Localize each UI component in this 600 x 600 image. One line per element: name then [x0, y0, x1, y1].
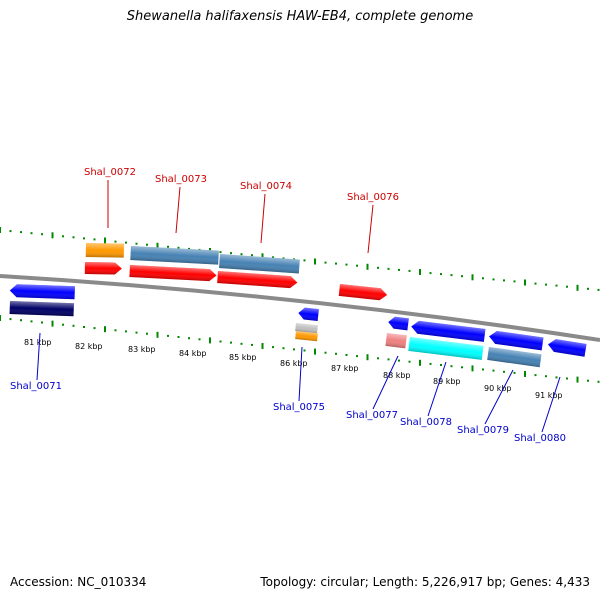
shal-0078-label: Shal_0078 — [400, 417, 452, 428]
shal-0078-leader — [427, 361, 447, 417]
shal-0075-gene-a-shade — [295, 323, 318, 334]
genome-backbone — [0, 274, 600, 342]
shal-0075-leader — [298, 346, 303, 402]
shal-0074-cds-group — [217, 271, 298, 289]
kbp-label: 87 kbp — [331, 364, 359, 373]
reverse-tick-row — [0, 315, 600, 383]
shal-0071-gene-group — [9, 301, 74, 317]
shal-0072-gene-shade — [85, 243, 124, 258]
forward-tick-row — [0, 227, 600, 291]
shal-0077-gene-group — [385, 333, 407, 349]
shal-0071-cds-shade — [9, 284, 75, 300]
shal-0073-cds-group — [129, 265, 217, 282]
kbp-label: 89 kbp — [433, 377, 461, 386]
shal-0072-cds-group — [84, 262, 122, 275]
shal-0077-gene-shade — [385, 333, 407, 349]
shal-0074-leader — [260, 193, 266, 244]
shal-0075-cds-shade — [298, 307, 319, 322]
kbp-label: 84 kbp — [179, 349, 207, 358]
shal-0078-gene-shade — [408, 337, 484, 360]
shal-0078-gene-group — [408, 337, 484, 360]
shal-0073-leader — [175, 186, 181, 234]
kbp-label: 91 kbp — [535, 391, 563, 400]
shal-0071-leader — [36, 332, 41, 381]
shal-0079-label: Shal_0079 — [457, 425, 509, 436]
shal-0078-cds-shade — [411, 320, 486, 342]
shal-0071-gene-shade — [9, 301, 74, 317]
shal-0078-cds-group — [411, 320, 486, 342]
shal-0075-gene-a-group — [295, 323, 318, 334]
shal-0074-label: Shal_0074 — [240, 181, 292, 192]
kbp-label: 83 kbp — [128, 345, 156, 354]
shal-0077-cds-group — [388, 316, 409, 331]
shal-0072-label: Shal_0072 — [84, 167, 136, 178]
shal-0075-gene-b-group — [295, 331, 318, 342]
shal-0073-label: Shal_0073 — [155, 174, 207, 185]
shal-0072-gene-group — [85, 243, 124, 258]
shal-0080-label: Shal_0080 — [514, 433, 566, 444]
shal-0077-cds-shade — [388, 316, 409, 331]
shal-0073-gene-shade — [130, 246, 219, 265]
shal-0079-leader — [484, 369, 514, 425]
kbp-label: 90 kbp — [484, 384, 512, 393]
shal-0075-gene-b-shade — [295, 331, 318, 342]
gene-features — [9, 243, 587, 368]
scale-labels: 81 kbp 82 kbp 83 kbp 84 kbp 85 kbp 86 kbp 87 k… — [24, 338, 563, 400]
accession-label: Accession: NC_010334 — [10, 575, 147, 589]
shal-0080-cds-shade — [547, 339, 587, 357]
map-title: Shewanella halifaxensis HAW-EB4, complet… — [126, 9, 474, 24]
shal-0076-label: Shal_0076 — [347, 192, 399, 203]
shal-0076-cds-shade — [338, 284, 388, 301]
shal-0073-cds-shade — [129, 265, 217, 282]
kbp-label: 88 kbp — [383, 371, 411, 380]
shal-0076-cds-group — [338, 284, 388, 301]
shal-0079-gene-shade — [487, 347, 542, 368]
shal-0074-gene-shade — [219, 254, 300, 274]
shal-0074-gene-group — [219, 254, 300, 274]
shal-0073-gene-group — [130, 246, 219, 265]
shal-0071-label: Shal_0071 — [10, 381, 62, 392]
kbp-label: 82 kbp — [75, 342, 103, 351]
shal-0074-cds-shade — [217, 271, 298, 289]
shal-0077-label: Shal_0077 — [346, 410, 398, 421]
kbp-label: 85 kbp — [229, 353, 257, 362]
shal-0080-cds-group — [547, 339, 587, 357]
gene-labels: Shal_0072 Shal_0073 Shal_0074 Shal_0076 Shal… — [10, 167, 566, 444]
shal-0080-leader — [541, 376, 561, 433]
shal-0075-cds-group — [298, 307, 319, 322]
shal-0079-cds-group — [489, 330, 544, 351]
kbp-label: 86 kbp — [280, 359, 308, 368]
shal-0077-leader — [372, 355, 399, 410]
shal-0076-leader — [367, 204, 374, 254]
shal-0072-cds-shade — [84, 262, 122, 275]
shal-0079-gene-group — [487, 347, 542, 368]
shal-0079-cds-shade — [489, 330, 544, 351]
shal-0071-cds-group — [9, 284, 75, 300]
genome-stats-label: Topology: circular; Length: 5,226,917 bp… — [260, 575, 590, 589]
kbp-label: 81 kbp — [24, 338, 52, 347]
shal-0075-label: Shal_0075 — [273, 402, 325, 413]
